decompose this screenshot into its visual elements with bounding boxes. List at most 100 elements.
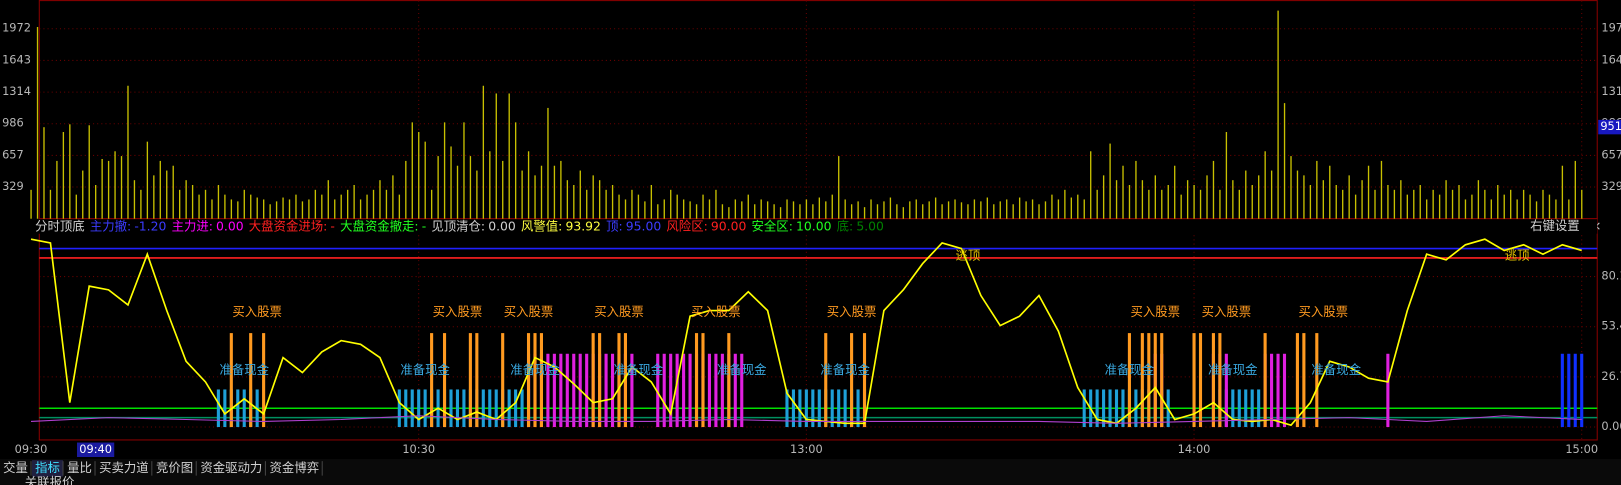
signal-bar — [1218, 333, 1222, 428]
volume-bar — [392, 175, 394, 219]
volume-bar — [166, 170, 168, 219]
volume-bar — [1251, 185, 1253, 219]
volume-bar — [1322, 180, 1324, 219]
y-tick-label: 1972 — [2, 21, 31, 35]
signal-bar — [249, 333, 253, 428]
volume-bar — [611, 185, 614, 219]
signal-bar — [1224, 353, 1228, 428]
volume-bar — [120, 156, 123, 219]
volume-bar — [663, 199, 665, 219]
signal-bar — [520, 389, 524, 428]
volume-bar — [321, 194, 323, 219]
volume-bar — [728, 207, 730, 219]
tab[interactable]: 买卖力道 — [99, 460, 149, 475]
volume-bar — [146, 141, 149, 219]
signal-bar — [552, 353, 556, 428]
signal-bar — [1231, 389, 1235, 428]
legend-value: - — [330, 218, 334, 233]
annotation: 逃顶 — [1505, 248, 1530, 263]
volume-bar — [1057, 199, 1060, 219]
volume-bar — [366, 194, 368, 219]
signal-bar — [1270, 353, 1274, 428]
volume-bar — [114, 151, 116, 219]
legend-value: 5.00 — [856, 218, 884, 233]
tab[interactable]: 资金驱动力 — [200, 460, 262, 475]
volume-bar — [960, 202, 963, 219]
signal-bar — [630, 353, 634, 428]
volume-bar — [547, 107, 549, 219]
signal-bar — [656, 353, 660, 428]
y-tick-label-right: 657 — [1601, 147, 1621, 161]
legend-name: 风险区: — [666, 218, 707, 233]
volume-bar — [243, 189, 245, 219]
y-tick-label-right: 0.00 — [1601, 419, 1621, 433]
volume-bar — [1154, 175, 1156, 219]
legend-value: 10.00 — [796, 218, 832, 233]
volume-bar — [1174, 165, 1176, 219]
volume-bar — [1225, 132, 1228, 219]
volume-bar — [1135, 160, 1137, 219]
signal-bar — [1147, 333, 1151, 428]
volume-bar — [250, 194, 252, 219]
y-tick-label-right: 1643 — [1601, 52, 1621, 66]
volume-bar — [838, 156, 840, 219]
tab[interactable]: 竞价图 — [156, 460, 193, 475]
x-tick-label: 09:30 — [15, 442, 48, 456]
volume-bar — [553, 165, 556, 219]
volume-bar — [1115, 180, 1118, 219]
signal-bar — [229, 333, 233, 428]
signal-bar — [830, 389, 834, 428]
annotation: 买入股票 — [1298, 304, 1348, 319]
header-bg — [0, 219, 1598, 234]
legend-name: 大盘资金进场: — [249, 218, 328, 233]
x-tick-label: 14:00 — [1178, 442, 1211, 456]
volume-bar — [514, 122, 517, 219]
signal-bar — [397, 389, 401, 428]
volume-bar — [1445, 180, 1447, 219]
y-tick-label-right: 329 — [1601, 179, 1621, 193]
volume-bar — [1516, 199, 1518, 219]
signal-bar — [423, 389, 427, 428]
tab[interactable]: 交量 — [3, 460, 28, 475]
volume-bar — [1380, 160, 1383, 219]
signal-bar — [223, 389, 227, 428]
signal-bar — [623, 333, 628, 428]
volume-bar — [747, 194, 749, 219]
tab[interactable]: 量比 — [67, 460, 92, 475]
tab[interactable]: 资金博弈 — [270, 460, 320, 475]
signal-bar — [1140, 333, 1144, 428]
volume-bar — [1497, 185, 1499, 219]
signal-bar — [1244, 389, 1248, 428]
volume-bar — [624, 199, 627, 219]
volume-bar — [954, 199, 956, 219]
y-tick-label-right: 26.7 — [1601, 369, 1621, 383]
volume-bar — [88, 125, 90, 219]
legend-name: 见顶清仓: — [431, 218, 485, 233]
volume-bar — [1051, 194, 1053, 219]
volume-bar — [876, 204, 879, 219]
volume-bar — [1432, 189, 1434, 219]
annotation: 逃顶 — [956, 248, 981, 263]
volume-bar — [314, 189, 317, 219]
volume-bar — [262, 199, 265, 219]
volume-bar — [224, 194, 226, 219]
volume-bar — [1141, 180, 1144, 219]
signal-bar — [720, 353, 724, 428]
tab[interactable]: 指标 — [35, 460, 60, 475]
volume-bar — [831, 194, 833, 219]
volume-bar — [702, 194, 704, 219]
signal-bar — [1127, 333, 1131, 428]
legend-name: 顶: — [606, 218, 623, 233]
signal-bar — [430, 333, 434, 428]
volume-bar — [792, 201, 795, 219]
volume-bar — [30, 189, 32, 219]
annotation: 准备现金 — [614, 362, 664, 377]
signal-bar — [242, 389, 246, 428]
settings-button[interactable]: 右键设置 — [1530, 218, 1580, 233]
volume-bar — [579, 170, 581, 219]
signal-bar — [1250, 389, 1254, 428]
volume-bar — [993, 204, 995, 219]
annotation: 准备现金 — [1208, 362, 1258, 377]
volume-bar — [217, 185, 220, 219]
signal-bar — [1108, 389, 1112, 428]
